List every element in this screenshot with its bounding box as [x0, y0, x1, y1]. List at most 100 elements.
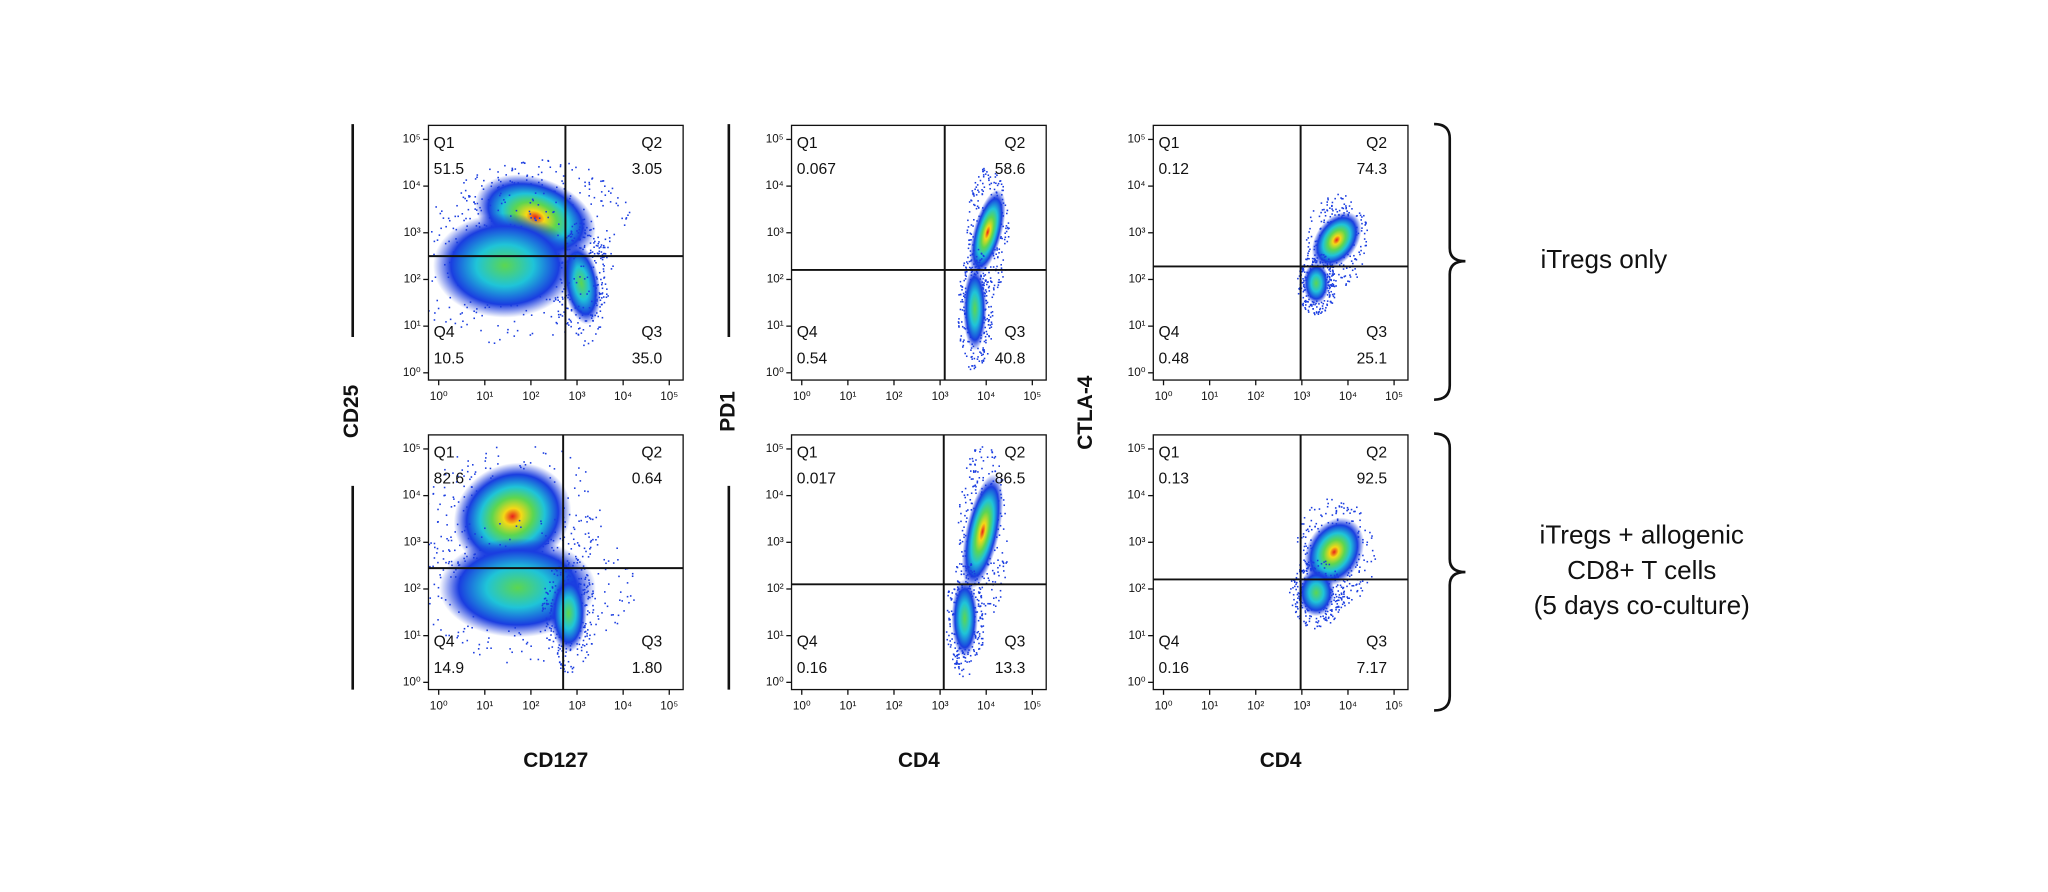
- event-dot: [546, 592, 549, 594]
- event-dot: [601, 254, 604, 256]
- event-dot: [433, 319, 436, 321]
- event-dot: [1358, 571, 1360, 573]
- event-dot: [1335, 595, 1338, 598]
- event-dot: [988, 579, 990, 582]
- event-dot: [631, 572, 634, 575]
- event-dot: [1350, 260, 1353, 262]
- event-dot: [975, 596, 977, 598]
- event-dot: [582, 306, 585, 309]
- event-dot: [600, 244, 603, 246]
- event-dot: [1000, 267, 1003, 269]
- event-dot: [1335, 606, 1337, 609]
- event-dot: [1320, 301, 1323, 304]
- event-dot: [986, 171, 988, 173]
- density-core: [1304, 517, 1365, 587]
- event-dot: [417, 307, 419, 309]
- event-dot: [979, 351, 981, 353]
- event-dot: [993, 181, 995, 184]
- event-dot: [411, 295, 413, 297]
- event-dot: [991, 456, 994, 458]
- event-dot: [1320, 220, 1323, 223]
- y-tick-label: 10⁵: [766, 442, 784, 455]
- event-dot: [1356, 590, 1358, 593]
- x-tick-label: 10¹: [839, 700, 856, 713]
- event-dot: [591, 251, 594, 253]
- event-dot: [1004, 236, 1007, 239]
- event-dot: [973, 357, 976, 360]
- event-dot: [584, 657, 587, 659]
- event-dot: [998, 599, 1000, 602]
- quadrant-name: Q2: [1366, 444, 1387, 461]
- quadrant-name: Q4: [1159, 324, 1180, 341]
- event-dot: [597, 572, 600, 575]
- event-dot: [1306, 258, 1308, 261]
- event-dot: [973, 249, 975, 252]
- event-dot: [1323, 219, 1326, 222]
- event-dot: [978, 581, 980, 584]
- event-dot: [1352, 262, 1354, 265]
- event-dot: [576, 542, 579, 544]
- event-dot: [584, 181, 586, 184]
- event-dot: [970, 199, 973, 202]
- event-dot: [1331, 275, 1333, 277]
- event-dot: [975, 207, 978, 210]
- event-dot: [1340, 593, 1343, 596]
- event-dot: [949, 640, 951, 642]
- event-dot: [584, 229, 586, 232]
- event-dot: [999, 596, 1002, 598]
- event-dot: [971, 358, 973, 360]
- event-dot: [955, 570, 957, 573]
- quadrant-name: Q3: [1004, 324, 1025, 341]
- event-dot: [1312, 260, 1314, 263]
- event-dot: [993, 284, 996, 287]
- event-dot: [1302, 281, 1304, 284]
- event-dot: [607, 583, 610, 585]
- event-dot: [1343, 595, 1346, 598]
- event-dot: [962, 301, 964, 303]
- event-dot: [1331, 498, 1333, 501]
- event-dot: [959, 542, 962, 544]
- event-dot: [1329, 267, 1331, 270]
- event-dot: [991, 314, 994, 317]
- event-dot: [560, 663, 562, 665]
- event-dot: [988, 306, 990, 308]
- event-dot: [573, 528, 576, 531]
- event-dot: [484, 467, 487, 469]
- event-dot: [980, 595, 982, 598]
- event-dot: [1359, 581, 1362, 583]
- event-dot: [962, 264, 965, 267]
- event-dot: [979, 179, 982, 182]
- event-dot: [1349, 276, 1352, 278]
- event-dot: [460, 326, 463, 328]
- event-dot: [1326, 505, 1329, 508]
- event-dot: [590, 220, 593, 223]
- event-dot: [960, 284, 962, 287]
- quadrant-name: Q4: [434, 634, 455, 651]
- event-dot: [996, 546, 998, 549]
- event-dot: [603, 301, 606, 304]
- event-dot: [1335, 280, 1337, 282]
- event-dot: [450, 506, 453, 508]
- event-dot: [1306, 528, 1309, 531]
- event-dot: [1326, 204, 1329, 206]
- event-dot: [601, 316, 604, 319]
- event-dot: [990, 321, 993, 324]
- event-dot: [982, 277, 984, 280]
- event-dot: [589, 518, 592, 520]
- event-dot: [970, 260, 972, 262]
- event-dot: [1304, 542, 1307, 545]
- event-dot: [955, 663, 957, 665]
- event-dot: [589, 553, 592, 555]
- event-dot: [552, 640, 555, 643]
- event-dot: [1325, 616, 1327, 619]
- bracket: [1434, 432, 1466, 712]
- event-dot: [556, 653, 559, 655]
- event-dot: [1331, 263, 1334, 266]
- event-dot: [1371, 549, 1374, 552]
- event-dot: [980, 258, 983, 260]
- event-dot: [958, 673, 961, 675]
- event-dot: [964, 514, 966, 517]
- event-dot: [980, 252, 983, 255]
- event-dot: [993, 457, 996, 459]
